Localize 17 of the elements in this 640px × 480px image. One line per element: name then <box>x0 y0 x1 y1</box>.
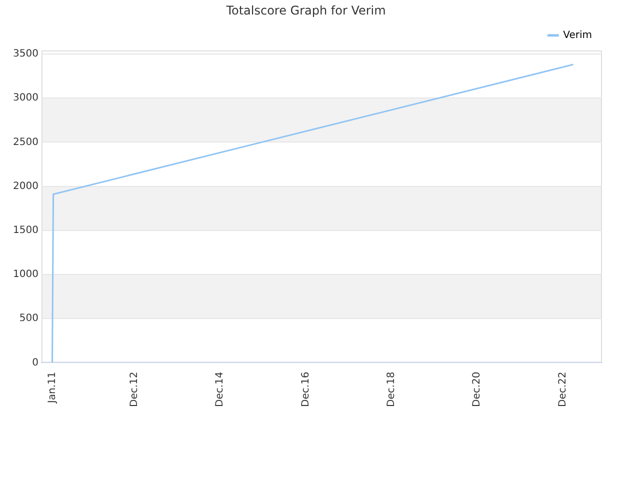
y-tick-label: 3500 <box>12 48 38 60</box>
y-tick-label: 0 <box>32 357 38 368</box>
legend-label: Verim <box>563 30 592 41</box>
x-tick-label: Jan.11 <box>46 372 58 404</box>
x-tick-label: Dec.18 <box>386 372 397 408</box>
y-tick-label: 500 <box>19 313 38 324</box>
y-tick-label: 2000 <box>12 180 38 192</box>
y-tick-label: 1000 <box>12 269 38 280</box>
x-tick-label: Dec.12 <box>128 372 140 408</box>
x-tick-label: Dec.22 <box>557 372 568 408</box>
chart-title: Totalscore Graph for Verim <box>225 3 386 18</box>
x-tick-label: Dec.16 <box>300 372 312 408</box>
x-tick-label: Dec.14 <box>214 372 226 408</box>
y-tick-label: 2500 <box>12 136 38 148</box>
y-tick-label: 3000 <box>12 92 38 104</box>
x-tick-label: Dec.20 <box>472 372 483 408</box>
y-tick-label: 1500 <box>12 224 38 236</box>
